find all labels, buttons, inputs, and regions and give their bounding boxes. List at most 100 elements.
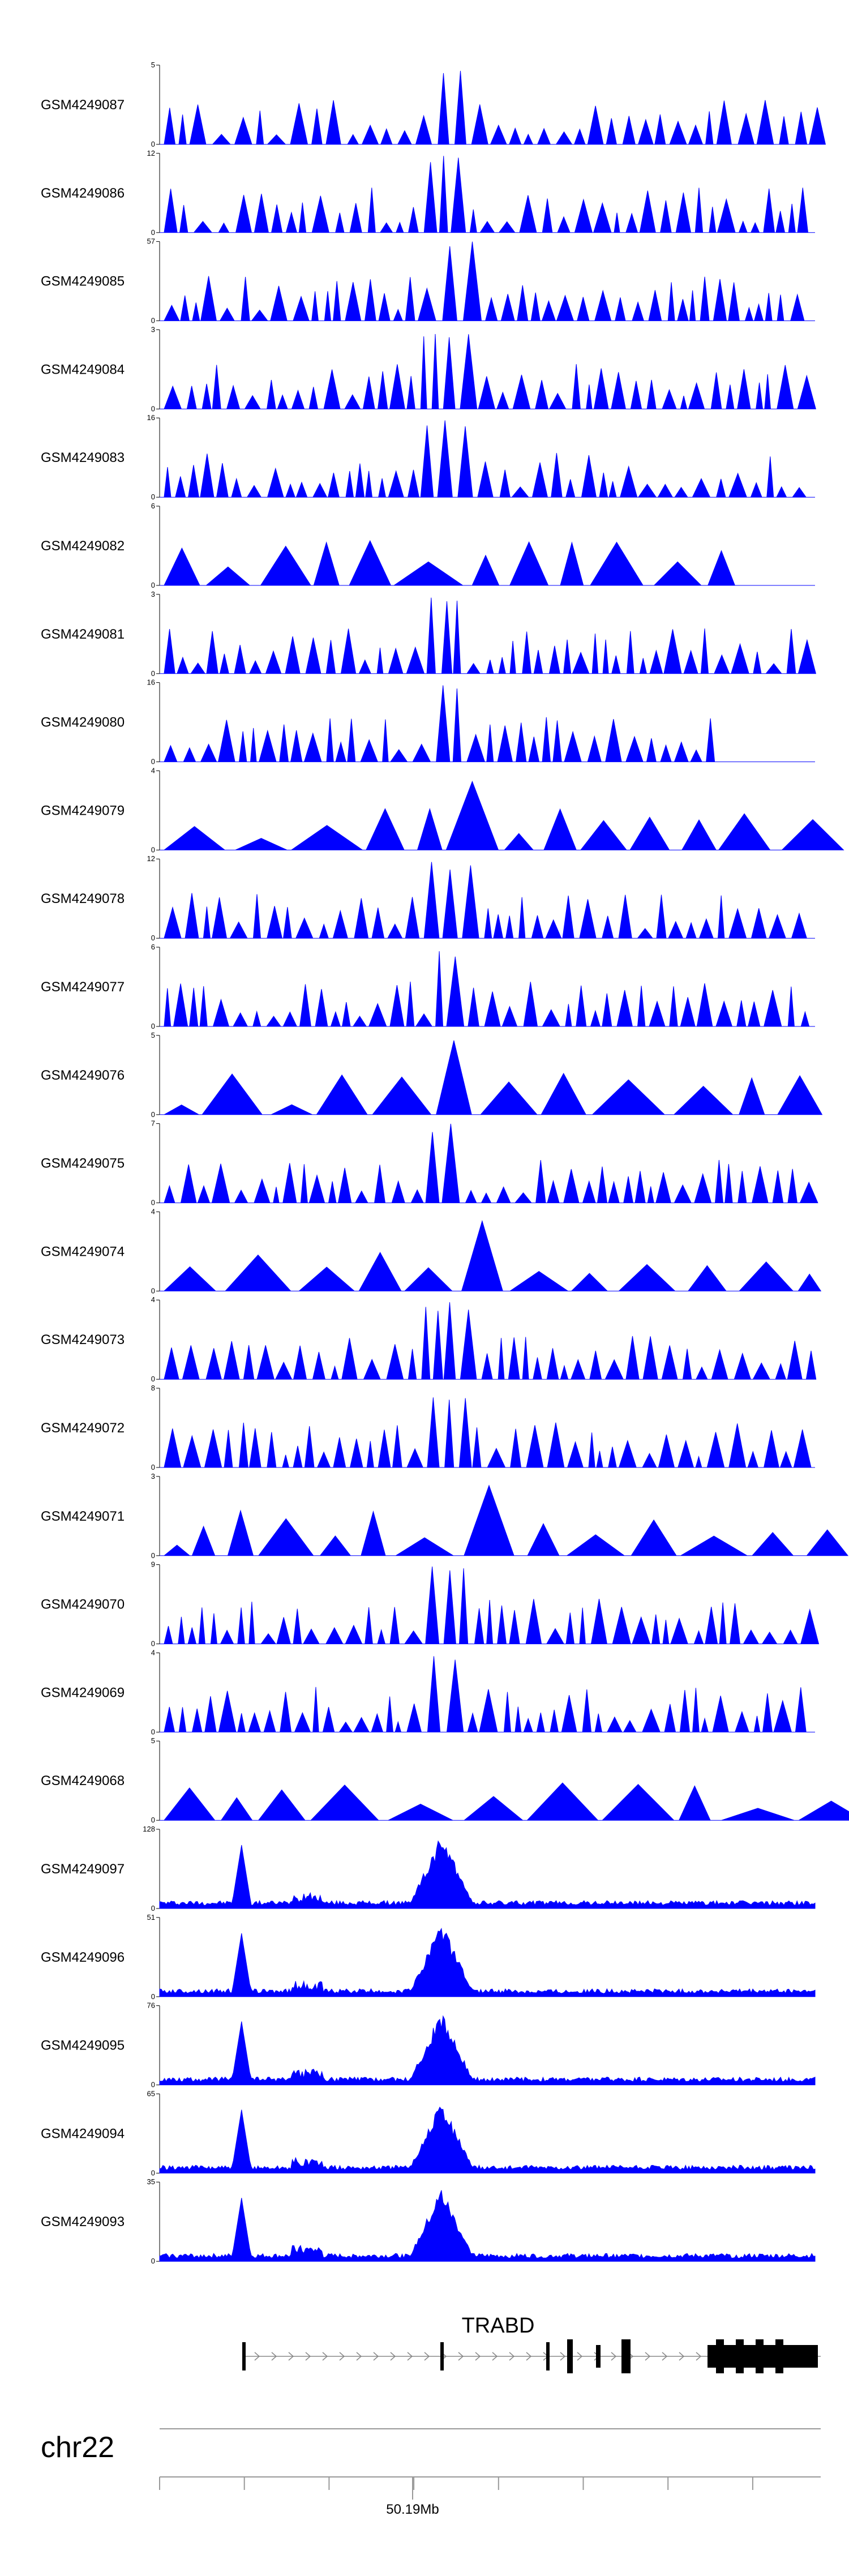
track-GSM4249071: GSM4249071 3 0 bbox=[41, 1472, 849, 1560]
track-GSM4249075: GSM4249075 7 0 bbox=[41, 1119, 818, 1207]
track-GSM4249074: GSM4249074 4 0 bbox=[41, 1207, 822, 1295]
y-max-label: 4 bbox=[151, 766, 155, 774]
signal-area bbox=[160, 1484, 849, 1556]
track-GSM4249087: GSM4249087 5 0 bbox=[41, 61, 826, 148]
exon bbox=[625, 2339, 631, 2373]
y-max-label: 4 bbox=[151, 1207, 155, 1216]
exon bbox=[775, 2339, 783, 2373]
track-label: GSM4249096 bbox=[41, 1950, 125, 1965]
strand-arrow bbox=[645, 2352, 651, 2361]
track-GSM4249095: GSM4249095 76 0 bbox=[41, 2001, 816, 2089]
y-max-label: 12 bbox=[147, 854, 155, 863]
y-min-label: 0 bbox=[151, 1375, 155, 1383]
y-min-label: 0 bbox=[151, 845, 155, 854]
y-min-label: 0 bbox=[151, 1727, 155, 1736]
track-label: GSM4249080 bbox=[41, 715, 125, 730]
track-label: GSM4249097 bbox=[41, 1862, 125, 1877]
signal-area bbox=[160, 156, 815, 233]
track-label: GSM4249072 bbox=[41, 1420, 125, 1436]
track-GSM4249078: GSM4249078 12 0 bbox=[41, 854, 815, 942]
strand-arrow bbox=[305, 2352, 311, 2361]
track-label: GSM4249074 bbox=[41, 1244, 125, 1259]
signal-area bbox=[159, 2106, 816, 2173]
y-max-label: 3 bbox=[151, 1472, 155, 1480]
track-label: GSM4249095 bbox=[41, 2038, 125, 2053]
genome-axis: chr22 50.19Mb bbox=[41, 2428, 821, 2517]
strand-arrow bbox=[560, 2352, 566, 2361]
y-max-label: 128 bbox=[143, 1825, 155, 1833]
position-tick-label: 50.19Mb bbox=[386, 2502, 439, 2517]
y-min-label: 0 bbox=[151, 669, 155, 678]
y-max-label: 7 bbox=[151, 1119, 155, 1128]
gene-track: TRABD bbox=[242, 2314, 821, 2373]
signal-area bbox=[160, 951, 815, 1027]
y-min-label: 0 bbox=[151, 404, 155, 413]
signal-area bbox=[160, 1219, 822, 1291]
y-min-label: 0 bbox=[151, 228, 155, 237]
y-max-label: 65 bbox=[147, 2089, 155, 2098]
track-GSM4249085: GSM4249085 57 0 bbox=[41, 237, 815, 325]
y-max-label: 5 bbox=[151, 61, 155, 69]
signal-area bbox=[160, 540, 815, 586]
signal-area bbox=[159, 1840, 816, 1909]
track-GSM4249076: GSM4249076 5 0 bbox=[41, 1031, 823, 1119]
signal-area bbox=[160, 862, 815, 939]
y-min-label: 0 bbox=[151, 1022, 155, 1030]
track-GSM4249080: GSM4249080 16 0 bbox=[41, 678, 815, 766]
y-max-label: 9 bbox=[151, 1560, 155, 1569]
y-min-label: 0 bbox=[151, 2081, 155, 2089]
y-min-label: 0 bbox=[151, 1992, 155, 2001]
y-max-label: 3 bbox=[151, 325, 155, 333]
signal-area bbox=[159, 2015, 816, 2086]
y-max-label: 4 bbox=[151, 1295, 155, 1304]
signal-area bbox=[160, 780, 844, 850]
signal-area bbox=[160, 71, 826, 145]
y-max-label: 35 bbox=[147, 2177, 155, 2186]
gene-name-label: TRABD bbox=[462, 2314, 535, 2338]
strand-arrow bbox=[373, 2352, 379, 2361]
track-label: GSM4249075 bbox=[41, 1156, 125, 1171]
track-GSM4249068: GSM4249068 5 0 bbox=[41, 1736, 849, 1824]
track-label: GSM4249079 bbox=[41, 803, 125, 818]
track-label: GSM4249069 bbox=[41, 1685, 125, 1700]
exon bbox=[716, 2339, 724, 2373]
track-GSM4249093: GSM4249093 35 0 bbox=[41, 2177, 816, 2265]
track-GSM4249070: GSM4249070 9 0 bbox=[41, 1560, 820, 1648]
track-label: GSM4249087 bbox=[41, 97, 125, 113]
strand-arrow bbox=[611, 2352, 617, 2361]
signal-area bbox=[159, 2190, 816, 2262]
track-label: GSM4249083 bbox=[41, 450, 125, 465]
track-GSM4249097: GSM4249097 128 0 bbox=[41, 1825, 816, 1912]
strand-arrow bbox=[475, 2352, 481, 2361]
track-label: GSM4249070 bbox=[41, 1597, 125, 1612]
strand-arrow bbox=[492, 2352, 498, 2361]
signal-area bbox=[160, 597, 817, 674]
y-max-label: 5 bbox=[151, 1736, 155, 1745]
signal-area bbox=[160, 1397, 815, 1468]
track-GSM4249069: GSM4249069 4 0 bbox=[41, 1648, 815, 1736]
y-max-label: 12 bbox=[147, 149, 155, 157]
y-max-label: 16 bbox=[147, 413, 155, 422]
y-min-label: 0 bbox=[151, 581, 155, 589]
signal-area bbox=[160, 1302, 817, 1380]
strand-arrow bbox=[339, 2352, 345, 2361]
track-GSM4249083: GSM4249083 16 0 bbox=[41, 413, 815, 501]
strand-arrow bbox=[696, 2352, 702, 2361]
signal-area bbox=[160, 1656, 815, 1732]
track-GSM4249096: GSM4249096 51 0 bbox=[41, 1913, 816, 2001]
y-max-label: 16 bbox=[147, 678, 155, 687]
track-label: GSM4249084 bbox=[41, 362, 125, 377]
y-min-label: 0 bbox=[151, 1640, 155, 1648]
signal-area bbox=[160, 685, 815, 763]
track-label: GSM4249086 bbox=[41, 186, 125, 201]
track-label: GSM4249085 bbox=[41, 274, 125, 289]
track-label: GSM4249094 bbox=[41, 2126, 125, 2141]
track-label: GSM4249082 bbox=[41, 538, 125, 554]
signal-area bbox=[160, 333, 816, 409]
strand-arrow bbox=[390, 2352, 396, 2361]
strand-arrow bbox=[288, 2352, 294, 2361]
y-min-label: 0 bbox=[151, 1463, 155, 1471]
y-max-label: 5 bbox=[151, 1031, 155, 1039]
strand-arrow bbox=[254, 2352, 260, 2361]
